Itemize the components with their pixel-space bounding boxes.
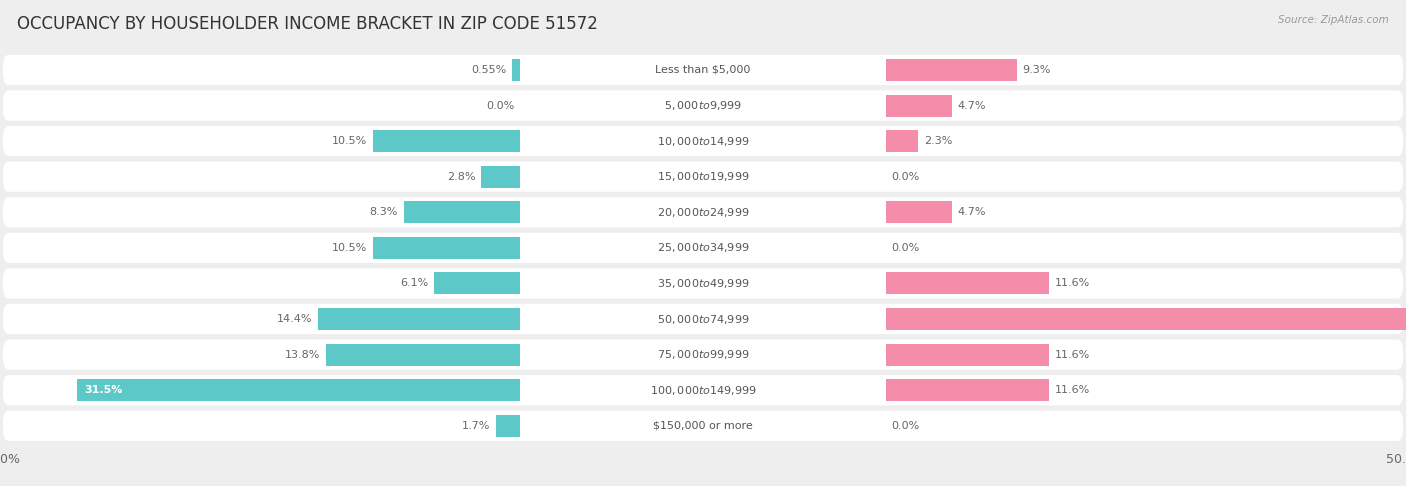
FancyBboxPatch shape — [3, 197, 1403, 227]
Text: $100,000 to $149,999: $100,000 to $149,999 — [650, 383, 756, 397]
Text: 0.55%: 0.55% — [471, 65, 506, 75]
Bar — [886, 308, 1406, 330]
Text: $50,000 to $74,999: $50,000 to $74,999 — [657, 312, 749, 326]
Bar — [886, 201, 952, 223]
FancyBboxPatch shape — [3, 411, 1403, 441]
Text: 4.7%: 4.7% — [957, 207, 986, 217]
Text: 31.5%: 31.5% — [84, 385, 122, 395]
FancyBboxPatch shape — [3, 375, 1403, 405]
FancyBboxPatch shape — [3, 304, 1403, 334]
Text: 6.1%: 6.1% — [401, 278, 429, 289]
Bar — [886, 94, 952, 117]
Bar — [404, 201, 520, 223]
Text: Source: ZipAtlas.com: Source: ZipAtlas.com — [1278, 15, 1389, 25]
FancyBboxPatch shape — [3, 126, 1403, 156]
FancyBboxPatch shape — [3, 268, 1403, 298]
Text: 2.3%: 2.3% — [924, 136, 952, 146]
Text: 10.5%: 10.5% — [332, 136, 367, 146]
Bar — [496, 415, 520, 437]
FancyBboxPatch shape — [3, 340, 1403, 370]
Text: Less than $5,000: Less than $5,000 — [655, 65, 751, 75]
Text: 10.5%: 10.5% — [332, 243, 367, 253]
FancyBboxPatch shape — [3, 90, 1403, 121]
Text: 13.8%: 13.8% — [285, 349, 321, 360]
Bar — [373, 130, 520, 152]
Text: $15,000 to $19,999: $15,000 to $19,999 — [657, 170, 749, 183]
Bar — [886, 130, 918, 152]
Text: 1.7%: 1.7% — [463, 421, 491, 431]
Bar — [481, 166, 520, 188]
Bar — [886, 379, 1049, 401]
FancyBboxPatch shape — [3, 233, 1403, 263]
Text: 0.0%: 0.0% — [891, 421, 920, 431]
Text: $5,000 to $9,999: $5,000 to $9,999 — [664, 99, 742, 112]
Bar — [886, 273, 1049, 295]
Bar — [77, 379, 520, 401]
Text: 0.0%: 0.0% — [891, 172, 920, 182]
FancyBboxPatch shape — [3, 161, 1403, 192]
Text: $10,000 to $14,999: $10,000 to $14,999 — [657, 135, 749, 148]
Text: 0.0%: 0.0% — [486, 101, 515, 110]
Bar — [326, 344, 520, 365]
Text: $20,000 to $24,999: $20,000 to $24,999 — [657, 206, 749, 219]
Bar — [886, 344, 1049, 365]
Text: 11.6%: 11.6% — [1054, 278, 1090, 289]
Text: 9.3%: 9.3% — [1022, 65, 1050, 75]
Text: 2.8%: 2.8% — [447, 172, 475, 182]
Text: 8.3%: 8.3% — [370, 207, 398, 217]
FancyBboxPatch shape — [3, 55, 1403, 85]
Bar — [318, 308, 520, 330]
Legend: Owner-occupied, Renter-occupied: Owner-occupied, Renter-occupied — [565, 482, 841, 486]
Text: $35,000 to $49,999: $35,000 to $49,999 — [657, 277, 749, 290]
Text: $25,000 to $34,999: $25,000 to $34,999 — [657, 242, 749, 254]
Text: 11.6%: 11.6% — [1054, 385, 1090, 395]
Text: 4.7%: 4.7% — [957, 101, 986, 110]
Text: 14.4%: 14.4% — [277, 314, 312, 324]
Text: $75,000 to $99,999: $75,000 to $99,999 — [657, 348, 749, 361]
Bar — [434, 273, 520, 295]
Text: OCCUPANCY BY HOUSEHOLDER INCOME BRACKET IN ZIP CODE 51572: OCCUPANCY BY HOUSEHOLDER INCOME BRACKET … — [17, 15, 598, 33]
Bar — [512, 59, 520, 81]
Bar — [886, 59, 1017, 81]
Bar — [373, 237, 520, 259]
Text: $150,000 or more: $150,000 or more — [654, 421, 752, 431]
Text: 11.6%: 11.6% — [1054, 349, 1090, 360]
Text: 0.0%: 0.0% — [891, 243, 920, 253]
